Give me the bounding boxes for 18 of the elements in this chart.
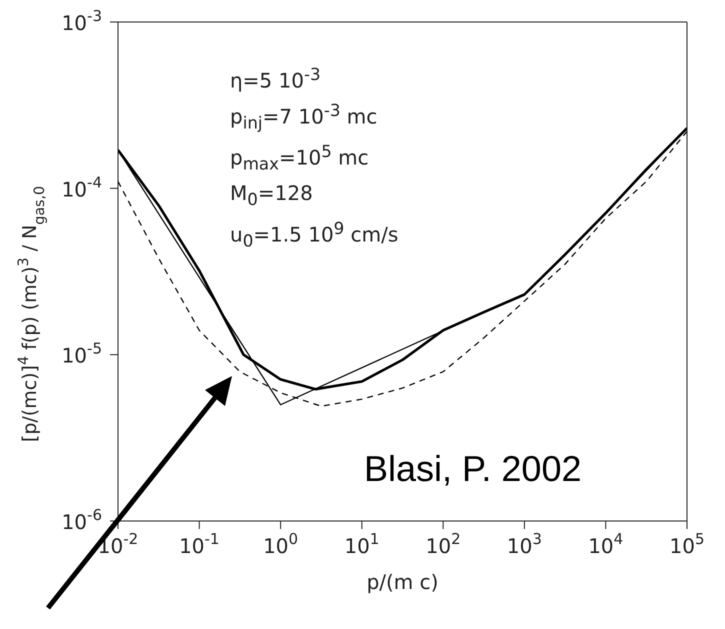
annotation: Blasi, P. 2002 [364,448,582,490]
annotation: p$_{inj}$=7 10$^{-3}$ mc [230,100,378,134]
x-tick-label: 10$^{1}$ [344,530,380,558]
x-axis-title: p/(m c) [366,570,438,594]
y-tick-label: 10$^{-6}$ [62,506,102,534]
annotation: η=5 10$^{-3}$ [230,64,322,95]
y-tick-label: 10$^{-4}$ [62,173,102,202]
annotation: u$_{0}$=1.5 10$^{9}$ cm/s [230,218,398,253]
x-tick-label: 10$^{5}$ [670,530,704,558]
x-tick-label: 10$^{2}$ [426,530,461,558]
y-tick-label: 10$^{-3}$ [62,7,102,35]
x-tick-label: 10$^{-1}$ [179,530,220,558]
annotation: p$_{max}$=10$^{5}$ mc [230,141,370,176]
x-tick-label: 10$^{3}$ [506,530,542,558]
x-tick-label: 10$^{4}$ [588,530,624,558]
x-tick-label: 10$^{0}$ [263,530,298,558]
annotation: M$_{0}$=128 [230,180,314,211]
y-tick-label: 10$^{-5}$ [62,340,102,368]
